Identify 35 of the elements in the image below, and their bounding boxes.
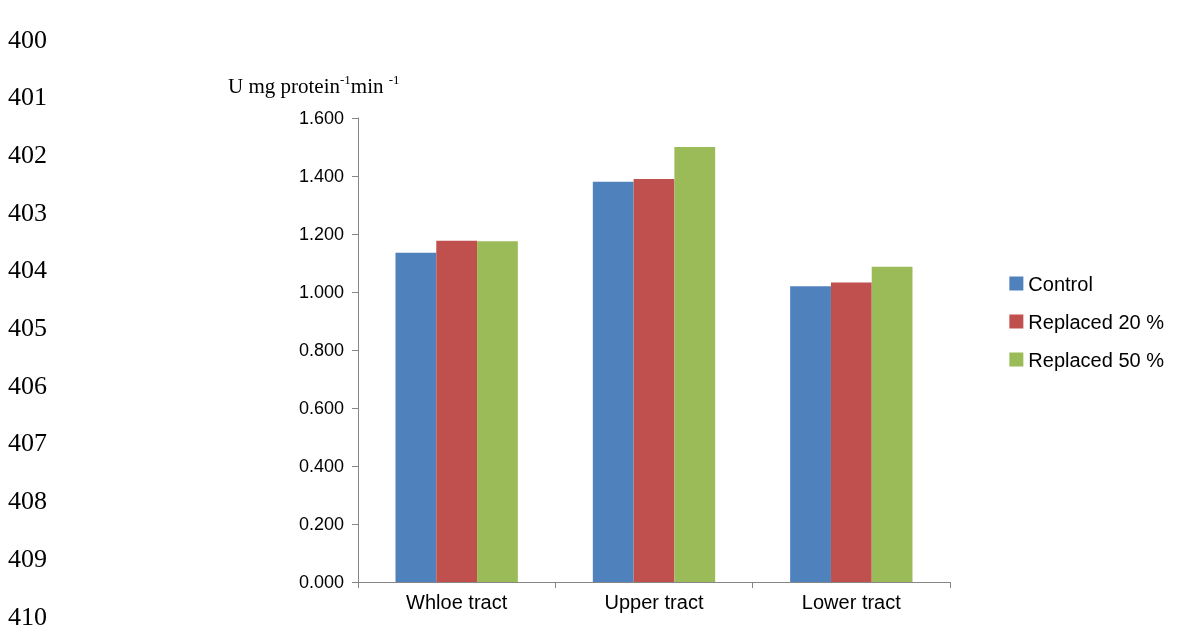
text: 408 <box>8 486 47 516</box>
text: 402 <box>8 139 47 169</box>
y-tick-label: 1.000 <box>298 282 344 302</box>
y-tick-label: 1.400 <box>298 166 344 186</box>
text: 403 <box>8 197 47 227</box>
text: 407 <box>8 428 47 458</box>
y-tick-label: 0.400 <box>298 456 344 476</box>
text: 400 <box>8 24 47 54</box>
bar <box>674 147 716 582</box>
bar <box>830 282 872 582</box>
y-tick-label: 0.800 <box>298 340 344 360</box>
x-tick-label: Whloe tract <box>406 591 508 613</box>
x-tick-label: Lower tract <box>801 591 902 613</box>
bar <box>395 252 437 582</box>
bar <box>871 266 913 582</box>
text: 405 <box>8 313 47 342</box>
y-tick-label: 0.200 <box>298 514 344 534</box>
y-tick-label: 1.200 <box>298 224 344 244</box>
bar <box>790 286 831 582</box>
bar <box>633 178 675 582</box>
y-tick-label: 0.000 <box>298 572 344 592</box>
text: 406 <box>8 370 47 400</box>
text: 410 <box>8 601 47 631</box>
text: 401 <box>8 82 47 112</box>
bar <box>477 241 518 582</box>
bar <box>436 240 478 582</box>
legend-label: Replaced 50 % <box>1028 348 1165 371</box>
bar <box>592 181 634 582</box>
text: 409 <box>8 543 47 573</box>
y-tick-label: 1.600 <box>298 108 344 128</box>
x-tick-label: Upper tract <box>604 591 704 613</box>
legend-label: Control <box>1028 272 1093 295</box>
text: 404 <box>8 255 47 285</box>
legend-label: Replaced 20 % <box>1028 310 1165 333</box>
y-tick-label: 0.600 <box>298 398 344 418</box>
